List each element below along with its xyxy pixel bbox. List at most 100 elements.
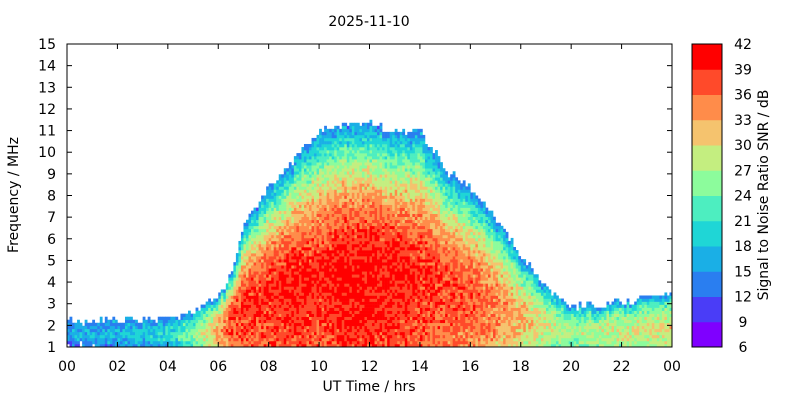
heatmap-cell bbox=[364, 280, 368, 284]
heatmap-cell bbox=[374, 225, 378, 230]
heatmap-cell bbox=[329, 159, 332, 163]
heatmap-cell bbox=[354, 343, 358, 348]
heatmap-cell bbox=[379, 134, 383, 139]
heatmap-cell bbox=[331, 201, 335, 205]
heatmap-cell bbox=[331, 153, 335, 157]
heatmap-cell bbox=[399, 177, 403, 181]
heatmap-cell bbox=[240, 334, 244, 339]
heatmap-cell bbox=[369, 301, 373, 305]
heatmap-cell bbox=[223, 295, 227, 299]
heatmap-cell bbox=[286, 286, 290, 290]
heatmap-cell bbox=[326, 201, 330, 205]
heatmap-cell bbox=[208, 298, 211, 302]
heatmap-cell bbox=[329, 247, 332, 251]
heatmap-cell bbox=[190, 319, 194, 324]
heatmap-cell bbox=[379, 153, 383, 157]
heatmap-cell bbox=[324, 189, 327, 193]
heatmap-cell bbox=[364, 134, 368, 139]
heatmap-cell bbox=[326, 289, 330, 293]
heatmap-cell bbox=[326, 213, 330, 218]
heatmap-cell bbox=[208, 313, 211, 317]
heatmap-cell bbox=[266, 307, 269, 311]
heatmap-cell bbox=[286, 274, 290, 278]
heatmap-cell bbox=[253, 253, 257, 257]
heatmap-cell bbox=[306, 153, 310, 157]
heatmap-cell bbox=[303, 183, 307, 187]
heatmap-cell bbox=[366, 289, 370, 293]
heatmap-cell bbox=[351, 316, 355, 321]
heatmap-cell bbox=[256, 328, 259, 333]
heatmap-cell bbox=[339, 231, 343, 236]
heatmap-cell bbox=[309, 153, 312, 157]
heatmap-cell bbox=[394, 128, 398, 133]
heatmap-cell bbox=[230, 289, 234, 293]
heatmap-cell bbox=[301, 280, 305, 284]
heatmap-cell bbox=[334, 289, 338, 293]
heatmap-cell bbox=[293, 289, 297, 293]
heatmap-cell bbox=[397, 283, 401, 287]
heatmap-cell bbox=[200, 319, 204, 324]
heatmap-cell bbox=[392, 213, 396, 218]
heatmap-cell bbox=[366, 216, 370, 221]
heatmap-cell bbox=[369, 192, 373, 196]
heatmap-cell bbox=[195, 319, 199, 324]
heatmap-cell bbox=[165, 316, 169, 321]
heatmap-cell bbox=[369, 289, 373, 293]
heatmap-cell bbox=[316, 168, 320, 172]
heatmap-cell bbox=[374, 295, 378, 299]
heatmap-cell bbox=[223, 313, 227, 317]
heatmap-cell bbox=[286, 343, 290, 348]
heatmap-cell bbox=[298, 262, 302, 266]
heatmap-cell bbox=[309, 328, 312, 333]
heatmap-cell bbox=[387, 198, 390, 202]
heatmap-cell bbox=[235, 298, 239, 302]
heatmap-cell bbox=[336, 247, 340, 251]
heatmap-cell bbox=[397, 210, 401, 214]
heatmap-cell bbox=[346, 147, 350, 151]
heatmap-cell bbox=[392, 168, 396, 172]
heatmap-cell bbox=[311, 316, 315, 321]
heatmap-cell bbox=[251, 210, 254, 214]
heatmap-cell bbox=[306, 216, 310, 221]
heatmap-cell bbox=[377, 298, 380, 302]
heatmap-cell bbox=[399, 237, 403, 242]
heatmap-cell bbox=[286, 183, 290, 187]
heatmap-cell bbox=[261, 253, 264, 257]
heatmap-cell bbox=[341, 307, 345, 311]
heatmap-cell bbox=[394, 265, 398, 269]
heatmap-cell bbox=[351, 222, 355, 227]
heatmap-cell bbox=[366, 316, 370, 321]
heatmap-cell bbox=[107, 337, 111, 342]
heatmap-cell bbox=[248, 316, 252, 321]
heatmap-cell bbox=[324, 162, 327, 166]
heatmap-cell bbox=[283, 286, 287, 290]
heatmap-cell bbox=[230, 340, 234, 345]
heatmap-cell bbox=[377, 319, 380, 324]
heatmap-cell bbox=[309, 259, 312, 263]
heatmap-cell bbox=[160, 328, 164, 333]
heatmap-cell bbox=[397, 189, 401, 193]
heatmap-cell bbox=[344, 231, 348, 236]
heatmap-cell bbox=[392, 225, 396, 230]
heatmap-cell bbox=[298, 201, 302, 205]
heatmap-cell bbox=[306, 265, 310, 269]
heatmap-cell bbox=[361, 234, 365, 239]
heatmap-cell bbox=[379, 156, 383, 160]
heatmap-cell bbox=[253, 240, 257, 245]
heatmap-cell bbox=[281, 265, 285, 269]
heatmap-cell bbox=[339, 162, 343, 166]
heatmap-cell bbox=[354, 256, 358, 260]
heatmap-cell bbox=[387, 256, 390, 260]
heatmap-cell bbox=[366, 137, 370, 142]
heatmap-cell bbox=[326, 147, 330, 151]
heatmap-cell bbox=[321, 159, 325, 163]
heatmap-cell bbox=[293, 243, 297, 248]
heatmap-cell bbox=[97, 334, 101, 339]
heatmap-cell bbox=[291, 286, 295, 290]
heatmap-cell bbox=[127, 325, 131, 330]
heatmap-cell bbox=[271, 213, 275, 218]
heatmap-cell bbox=[339, 222, 343, 227]
heatmap-cell bbox=[248, 259, 252, 263]
heatmap-cell bbox=[303, 265, 307, 269]
heatmap-cell bbox=[253, 280, 257, 284]
